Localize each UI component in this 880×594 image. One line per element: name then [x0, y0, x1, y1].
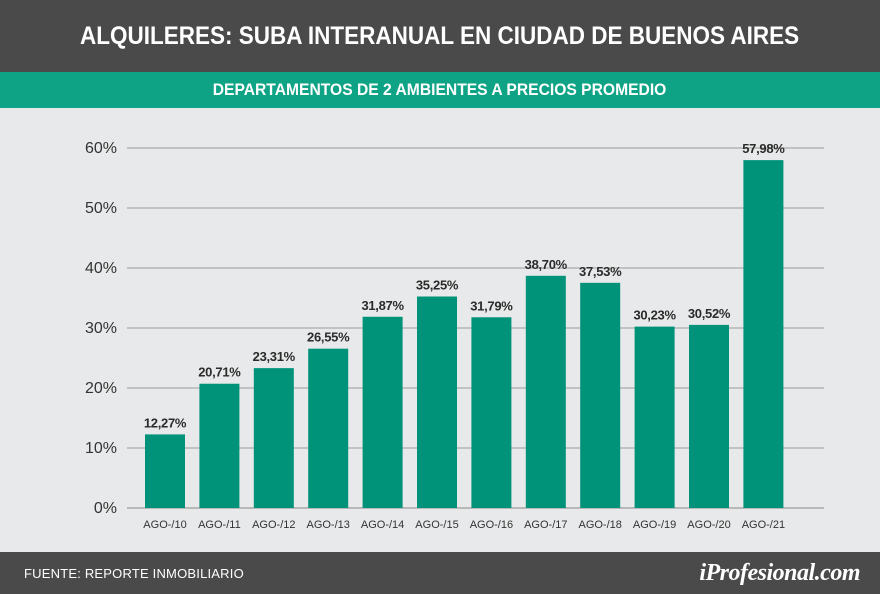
bar-value-label: 30,23%	[633, 308, 676, 323]
x-tick-label: AGO-/10	[143, 519, 186, 531]
chart-title: ALQUILERES: SUBA INTERANUAL EN CIUDAD DE…	[80, 21, 800, 50]
x-tick-label: AGO-/18	[578, 519, 621, 531]
source-note: FUENTE: REPORTE INMOBILIARIO	[24, 565, 244, 581]
bar-value-label: 12,27%	[144, 415, 187, 430]
x-tick-label: AGO-/20	[687, 519, 730, 531]
chart-subheader: DEPARTAMENTOS DE 2 AMBIENTES A PRECIOS P…	[0, 72, 880, 108]
bar[interactable]	[308, 348, 349, 508]
bar-value-label: 31,79%	[470, 298, 513, 313]
bar[interactable]	[417, 296, 457, 509]
y-tick-label: 20%	[85, 380, 117, 397]
bar[interactable]	[743, 160, 784, 508]
y-tick-label: 40%	[85, 260, 117, 277]
bar[interactable]	[525, 275, 566, 508]
bar[interactable]	[689, 324, 729, 508]
bar-value-label: 35,25%	[416, 278, 459, 293]
chart-area: 0% 10% 20% 30% 40% 50% 60% 12,27% 20,71% 23,31% 2…	[0, 108, 880, 552]
bar-chart: 0% 10% 20% 30% 40% 50% 60% 12,27% 20,71% 23,31% 2…	[85, 140, 824, 531]
y-tick-label: 10%	[85, 440, 117, 457]
chart-header: ALQUILERES: SUBA INTERANUAL EN CIUDAD DE…	[0, 0, 880, 72]
bar-value-label: 23,31%	[253, 349, 296, 364]
bar[interactable]	[145, 434, 185, 508]
y-tick-label: 0%	[94, 500, 117, 517]
bars	[145, 160, 784, 509]
x-tick-label: AGO-/13	[306, 519, 349, 531]
chart-subtitle: DEPARTAMENTOS DE 2 AMBIENTES A PRECIOS P…	[213, 80, 667, 99]
y-axis-ticks: 0% 10% 20% 30% 40% 50% 60%	[85, 140, 117, 517]
bar[interactable]	[253, 368, 294, 508]
bar-value-label: 37,53%	[579, 264, 622, 279]
brand-logo[interactable]: iProfesional.com	[699, 559, 860, 586]
x-axis-ticks: AGO-/10 AGO-/11 AGO-/12 AGO-/13 AGO-/14 AGO-/…	[143, 519, 785, 531]
bar-value-label: 30,52%	[688, 306, 731, 321]
y-tick-label: 30%	[85, 320, 117, 337]
bar-value-label: 31,87%	[361, 298, 404, 313]
x-tick-label: AGO-/12	[252, 519, 295, 531]
x-tick-label: AGO-/14	[361, 519, 404, 531]
bar[interactable]	[199, 383, 240, 508]
x-tick-label: AGO-/19	[633, 519, 676, 531]
y-tick-label: 60%	[85, 140, 117, 157]
bar-value-label: 26,55%	[307, 330, 350, 345]
x-tick-label: AGO-/15	[415, 519, 458, 531]
bar-value-label: 38,70%	[525, 257, 568, 272]
chart-footer: FUENTE: REPORTE INMOBILIARIO iProfesiona…	[0, 552, 880, 594]
bar-value-label: 57,98%	[742, 141, 785, 156]
bar[interactable]	[471, 317, 512, 508]
bar[interactable]	[362, 316, 403, 508]
bar[interactable]	[580, 282, 621, 508]
bar-value-label: 20,71%	[198, 365, 241, 380]
x-tick-label: AGO-/11	[198, 519, 241, 531]
x-tick-label: AGO-/17	[524, 519, 567, 531]
x-tick-label: AGO-/21	[742, 519, 785, 531]
bar[interactable]	[634, 326, 675, 508]
y-tick-label: 50%	[85, 200, 117, 217]
x-tick-label: AGO-/16	[470, 519, 513, 531]
value-labels: 12,27% 20,71% 23,31% 26,55% 31,87% 35,25% 31,7…	[144, 141, 786, 430]
